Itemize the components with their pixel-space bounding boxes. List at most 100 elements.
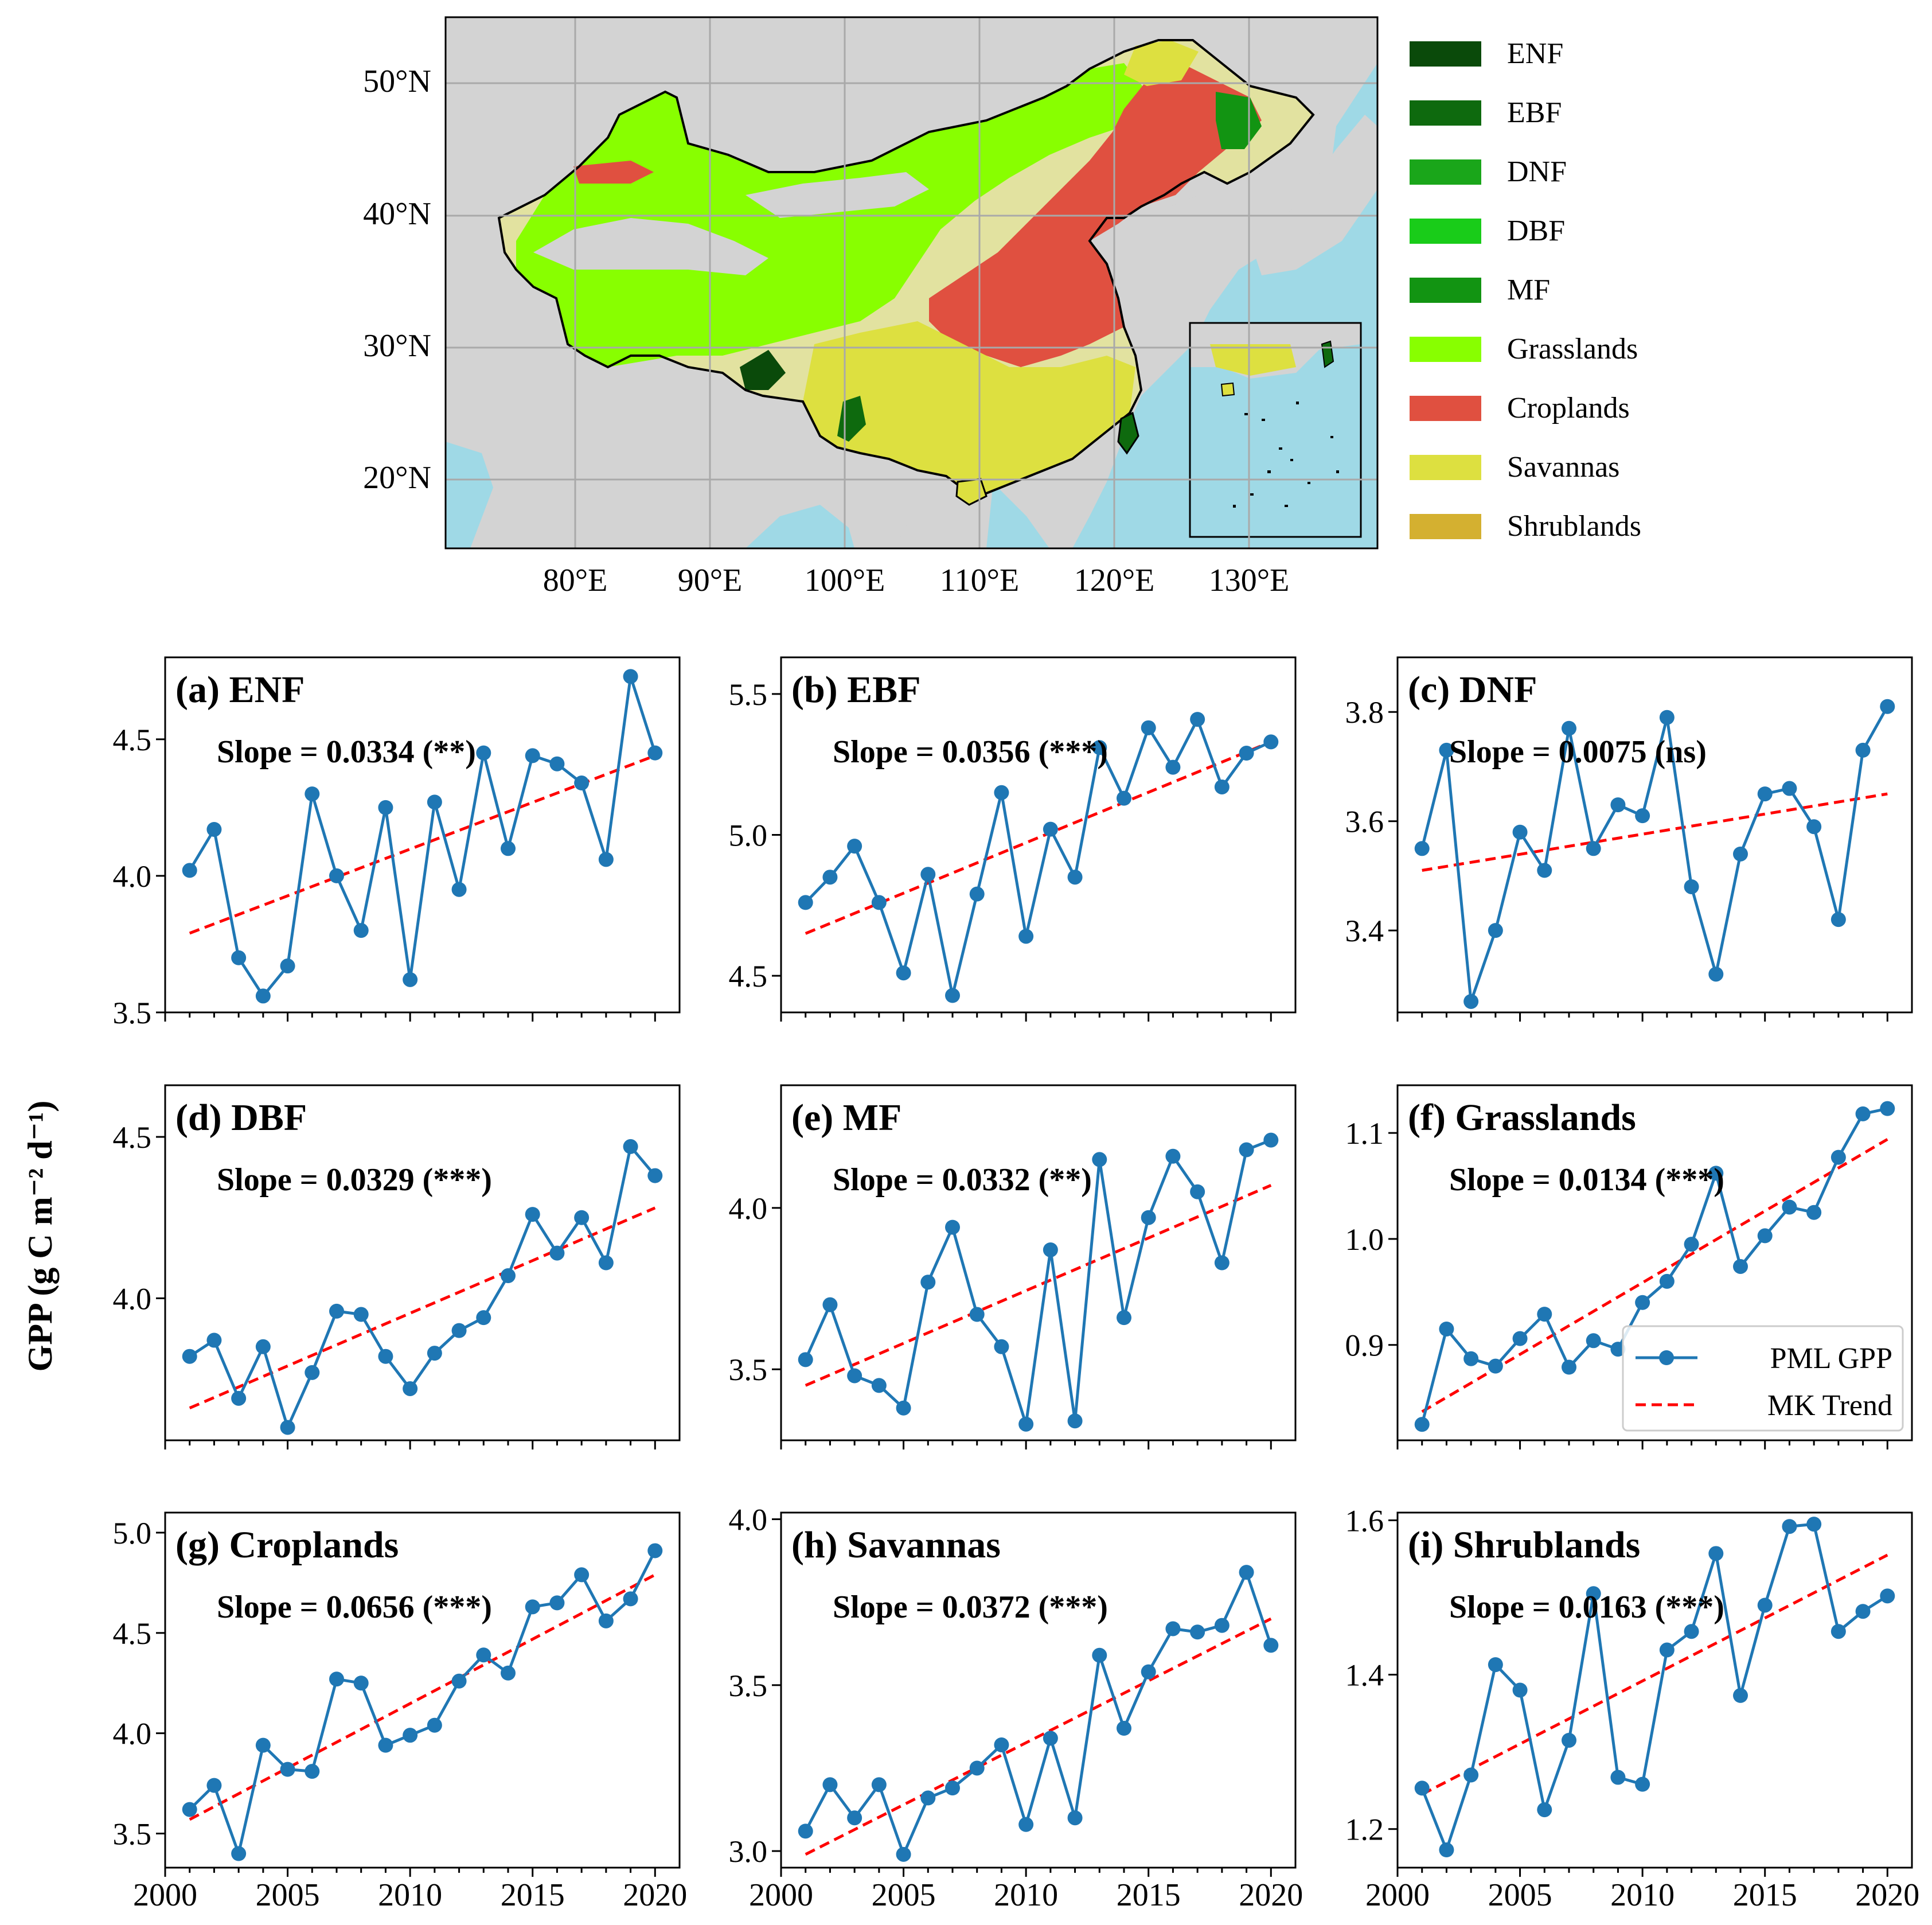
y-tick-label: 5.0 bbox=[729, 819, 768, 853]
gpp-data-point bbox=[1855, 742, 1871, 758]
map-frame bbox=[444, 16, 1379, 550]
gpp-data-point bbox=[1537, 1307, 1552, 1322]
legend-label-enf: ENF bbox=[1507, 37, 1563, 70]
legend-swatch-shrublands bbox=[1410, 514, 1481, 539]
legend-trend-label: MK Trend bbox=[1767, 1389, 1892, 1422]
gpp-data-point bbox=[1190, 1624, 1205, 1640]
gpp-data-point bbox=[1586, 841, 1601, 856]
gpp-data-point bbox=[1239, 1142, 1254, 1158]
gpp-data-point bbox=[1659, 1642, 1675, 1658]
panel-b-ebf: 4.5 5.0 5.5 (b) EBF Slope = 0.0356 (***) bbox=[729, 656, 1297, 1022]
mk-trend-line bbox=[1422, 792, 1888, 872]
map-graticule bbox=[446, 17, 1377, 548]
gpp-data-point bbox=[451, 1673, 467, 1689]
gpp-data-point bbox=[1757, 1228, 1773, 1244]
gpp-data-point bbox=[255, 988, 271, 1004]
legend-label-mf: MF bbox=[1507, 274, 1550, 306]
gpp-data-point bbox=[1092, 740, 1107, 755]
x-tick-label: 2005 bbox=[1488, 1877, 1552, 1913]
y-tick-label: 5.5 bbox=[729, 677, 768, 712]
gpp-data-point bbox=[1806, 1205, 1822, 1220]
y-tick-label: 3.8 bbox=[1345, 695, 1384, 730]
gpp-data-point bbox=[871, 895, 887, 910]
gpp-data-point bbox=[1463, 993, 1479, 1009]
y-tick-label: 3.0 bbox=[729, 1834, 768, 1869]
lon-label: 110°E bbox=[940, 563, 1020, 598]
slope-annotation: Slope = 0.0656 (***) bbox=[217, 1589, 492, 1625]
gpp-data-point bbox=[969, 1307, 985, 1322]
gpp-data-point bbox=[1512, 1331, 1528, 1346]
panel-d-dbf: 4.0 4.5 (d) DBF Slope = 0.0329 (***) bbox=[113, 1084, 681, 1449]
gpp-data-point bbox=[1757, 1597, 1773, 1613]
legend-swatch-dnf bbox=[1410, 159, 1481, 185]
gpp-data-point bbox=[1610, 1342, 1626, 1357]
gpp-data-point bbox=[1684, 879, 1699, 894]
gpp-data-point bbox=[427, 1346, 442, 1361]
gpp-data-point bbox=[280, 1762, 295, 1777]
gpp-data-point bbox=[798, 895, 813, 910]
gpp-data-point bbox=[1635, 1295, 1650, 1310]
gpp-data-point bbox=[969, 1760, 985, 1776]
gpp-data-point bbox=[822, 1297, 838, 1312]
legend-label-grasslands: Grasslands bbox=[1507, 333, 1638, 365]
panel-frame bbox=[780, 1084, 1297, 1441]
gpp-data-point bbox=[1488, 1657, 1503, 1673]
gpp-data-point bbox=[353, 923, 369, 938]
gpp-data-point bbox=[1067, 1810, 1083, 1826]
zone-gray-desert-2 bbox=[746, 172, 929, 218]
panel-frame bbox=[780, 656, 1297, 1014]
legend-swatch-dbf bbox=[1410, 219, 1481, 244]
legend-gpp-marker bbox=[1659, 1350, 1674, 1365]
shared-y-axis-label: GPP (g C m⁻² d⁻¹) bbox=[21, 1101, 59, 1372]
mk-trend-line bbox=[805, 1184, 1272, 1387]
gpp-data-point bbox=[1092, 1152, 1107, 1167]
gpp-data-point bbox=[403, 1381, 418, 1396]
gpp-data-point bbox=[255, 1737, 271, 1753]
y-tick-label: 1.2 bbox=[1345, 1813, 1384, 1847]
gpp-data-point bbox=[1512, 824, 1528, 840]
panel-title: (b) EBF bbox=[791, 669, 921, 711]
gpp-data-point bbox=[945, 988, 960, 1003]
slope-annotation: Slope = 0.0372 (***) bbox=[833, 1589, 1108, 1625]
gpp-data-point bbox=[1043, 821, 1058, 837]
gpp-data-point bbox=[1439, 742, 1454, 758]
gpp-data-point bbox=[1263, 1132, 1279, 1148]
gpp-data-point bbox=[1488, 1358, 1503, 1374]
legend-label-dnf: DNF bbox=[1507, 155, 1567, 188]
map-japan bbox=[1250, 115, 1377, 275]
gpp-data-point bbox=[305, 786, 320, 802]
mk-trend-line bbox=[189, 1573, 656, 1821]
gpp-data-point bbox=[1537, 1802, 1552, 1818]
gpp-data-point bbox=[231, 1390, 247, 1406]
mk-trend-line bbox=[1421, 1553, 1888, 1796]
panel-title: (g) Croplands bbox=[175, 1524, 399, 1566]
gpp-data-point bbox=[994, 1339, 1009, 1354]
gpp-data-point bbox=[1586, 1586, 1601, 1601]
gpp-data-point bbox=[1414, 841, 1430, 856]
gpp-data-point bbox=[1414, 1780, 1430, 1796]
gpp-data-point bbox=[847, 1368, 862, 1384]
legend-swatch-enf bbox=[1410, 41, 1481, 67]
gpp-data-point bbox=[598, 852, 614, 867]
gpp-data-point bbox=[403, 1728, 418, 1743]
y-tick-label: 4.0 bbox=[729, 1191, 768, 1226]
gpp-data-point bbox=[1684, 1237, 1699, 1252]
x-tick-label: 2020 bbox=[623, 1877, 687, 1913]
legend-swatch-grasslands bbox=[1410, 337, 1481, 362]
panels: 3.5 4.0 4.5 (a) ENF Slope = 0.0334 (**) 4.5 5.… bbox=[113, 656, 1919, 1913]
slope-annotation: Slope = 0.0329 (***) bbox=[217, 1162, 492, 1198]
panel-e-mf: 3.5 4.0 (e) MF Slope = 0.0332 (**) bbox=[729, 1084, 1297, 1449]
x-tick-label: 2015 bbox=[1733, 1877, 1797, 1913]
gpp-data-point bbox=[647, 1168, 663, 1183]
gpp-data-point bbox=[1635, 808, 1650, 824]
gpp-data-point bbox=[1117, 1310, 1131, 1326]
gpp-data-point bbox=[305, 1764, 320, 1779]
gpp-data-point bbox=[1659, 1273, 1675, 1289]
gpp-data-point bbox=[1018, 929, 1034, 944]
gpp-data-point bbox=[1214, 779, 1230, 794]
y-tick-label: 4.0 bbox=[113, 859, 152, 894]
gpp-data-point bbox=[1806, 1517, 1822, 1532]
panel-g-croplands: 3.5 4.0 4.5 5.0 2000 2005 2010 2015 2020 (g) Crop… bbox=[113, 1511, 687, 1913]
gpp-data-point bbox=[1463, 1351, 1479, 1366]
gpp-data-point bbox=[1782, 781, 1797, 796]
